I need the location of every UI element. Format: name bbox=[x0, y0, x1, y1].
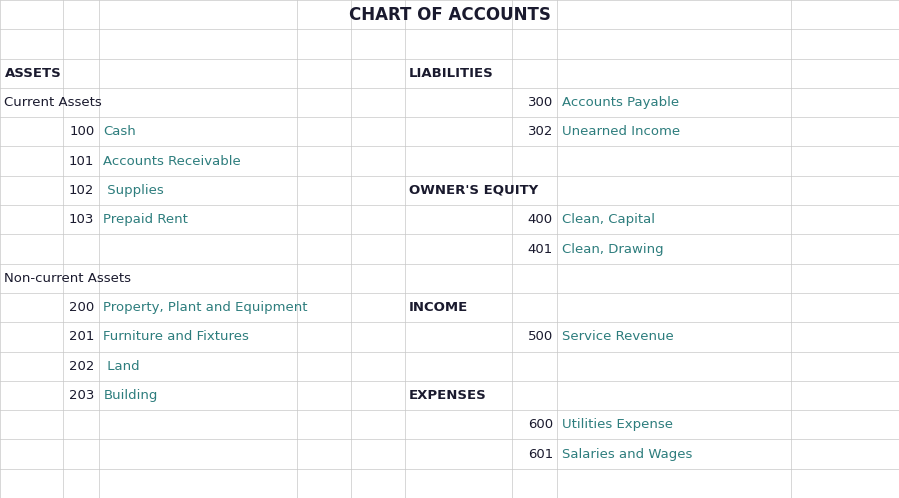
Text: 401: 401 bbox=[528, 243, 553, 255]
Text: Salaries and Wages: Salaries and Wages bbox=[562, 448, 692, 461]
Text: 300: 300 bbox=[528, 96, 553, 109]
Text: 500: 500 bbox=[528, 330, 553, 344]
Text: Current Assets: Current Assets bbox=[4, 96, 102, 109]
Text: Accounts Payable: Accounts Payable bbox=[562, 96, 679, 109]
Text: Utilities Expense: Utilities Expense bbox=[562, 418, 672, 431]
Text: 101: 101 bbox=[69, 154, 94, 168]
Text: 202: 202 bbox=[69, 360, 94, 373]
Text: LIABILITIES: LIABILITIES bbox=[409, 67, 494, 80]
Text: 103: 103 bbox=[69, 213, 94, 226]
Text: Furniture and Fixtures: Furniture and Fixtures bbox=[103, 330, 249, 344]
Text: 302: 302 bbox=[528, 125, 553, 138]
Text: Service Revenue: Service Revenue bbox=[562, 330, 673, 344]
Text: 203: 203 bbox=[69, 389, 94, 402]
Text: Prepaid Rent: Prepaid Rent bbox=[103, 213, 188, 226]
Text: Non-current Assets: Non-current Assets bbox=[4, 272, 131, 285]
Text: Land: Land bbox=[103, 360, 140, 373]
Text: Accounts Receivable: Accounts Receivable bbox=[103, 154, 241, 168]
Text: Clean, Drawing: Clean, Drawing bbox=[562, 243, 663, 255]
Text: OWNER'S EQUITY: OWNER'S EQUITY bbox=[409, 184, 539, 197]
Text: 200: 200 bbox=[69, 301, 94, 314]
Text: CHART OF ACCOUNTS: CHART OF ACCOUNTS bbox=[349, 5, 550, 23]
Text: Cash: Cash bbox=[103, 125, 136, 138]
Text: ASSETS: ASSETS bbox=[4, 67, 61, 80]
Text: 400: 400 bbox=[528, 213, 553, 226]
Text: 601: 601 bbox=[528, 448, 553, 461]
Text: Property, Plant and Equipment: Property, Plant and Equipment bbox=[103, 301, 307, 314]
Text: Unearned Income: Unearned Income bbox=[562, 125, 680, 138]
Text: Building: Building bbox=[103, 389, 157, 402]
Text: 201: 201 bbox=[69, 330, 94, 344]
Text: 600: 600 bbox=[528, 418, 553, 431]
Text: INCOME: INCOME bbox=[409, 301, 468, 314]
Text: 102: 102 bbox=[69, 184, 94, 197]
Text: Clean, Capital: Clean, Capital bbox=[562, 213, 654, 226]
Text: 100: 100 bbox=[69, 125, 94, 138]
Text: EXPENSES: EXPENSES bbox=[409, 389, 486, 402]
Text: Supplies: Supplies bbox=[103, 184, 165, 197]
